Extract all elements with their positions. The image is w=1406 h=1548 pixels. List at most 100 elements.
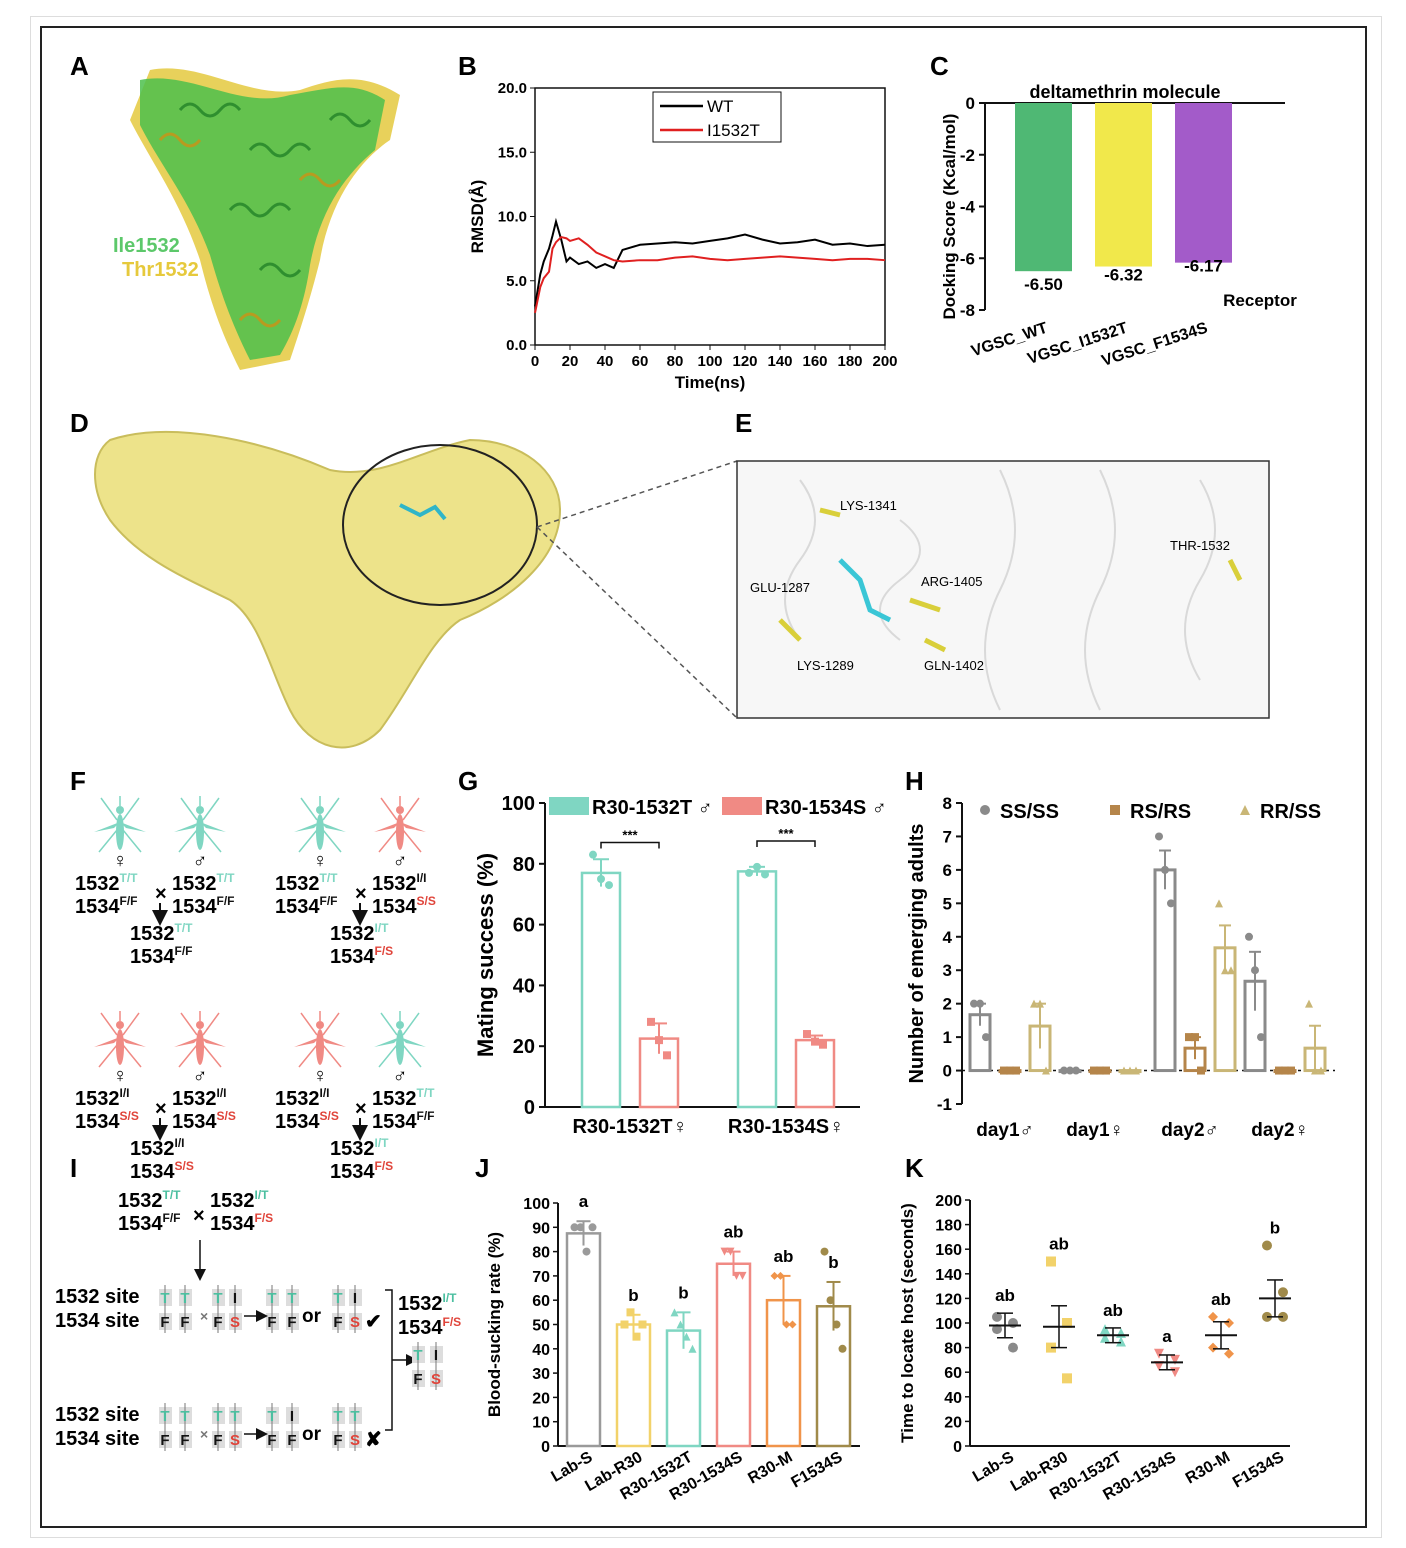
- female-symbol: ♀: [313, 850, 328, 872]
- male-symbol: ♂: [193, 1065, 208, 1087]
- panel-label-e: E: [735, 408, 752, 438]
- parent1-1534: 1534S/S: [275, 1109, 339, 1133]
- data-point: [732, 1271, 741, 1280]
- offspring-1534-locus: 1534: [130, 1161, 175, 1183]
- parent2-1534-allele: F/F: [217, 894, 235, 908]
- result-1532-allele: I/T: [443, 1291, 458, 1305]
- mosquito-wing-left: [94, 1037, 120, 1047]
- check-icon: ✔: [365, 1311, 382, 1333]
- mosquito-legs: [98, 796, 142, 853]
- allele-1534: F: [213, 1314, 222, 1331]
- data-point: [1008, 1318, 1018, 1328]
- data-point: [1185, 1033, 1193, 1042]
- parent1-1532-allele: I/I: [320, 1086, 330, 1100]
- significance-letter: ab: [724, 1223, 744, 1242]
- offspring-1532-locus: 1532: [330, 1138, 375, 1160]
- cross-symbol: ×: [193, 1205, 205, 1227]
- legend-box: [652, 91, 782, 143]
- allele-1534: S: [350, 1432, 360, 1449]
- y-tick-label: 60: [944, 1365, 962, 1382]
- data-point: [1072, 1066, 1080, 1075]
- data-point: [638, 1320, 647, 1329]
- mosquito-wing-left: [374, 1037, 400, 1047]
- parent1-1532-allele: T/T: [320, 871, 339, 885]
- allele-1532: I: [233, 1290, 237, 1307]
- data-point: [1317, 1066, 1325, 1075]
- legend-label: RS/RS: [1130, 801, 1191, 823]
- data-point: [811, 1037, 819, 1046]
- data-point: [682, 1332, 691, 1341]
- bar-value-label: -6.32: [1104, 266, 1143, 285]
- x-tick-label: 0: [531, 353, 539, 370]
- mosquito-head: [116, 1021, 124, 1029]
- offspring-1534-allele: S/S: [175, 1159, 194, 1173]
- data-point: [1215, 899, 1223, 908]
- panel-d-protein-surface: [94, 431, 738, 749]
- result-1534-locus: 1534: [398, 1317, 443, 1339]
- legend-label: R30-1534S ♂: [765, 797, 887, 819]
- data-point: [1062, 1373, 1072, 1384]
- data-point: [1132, 1066, 1140, 1075]
- residue-lys1341: LYS-1341: [840, 498, 897, 513]
- panel-label-d: D: [70, 408, 89, 438]
- parent2-1532-allele: I/I: [217, 1086, 227, 1100]
- y-tick-label: 30: [532, 1366, 550, 1383]
- parent1-1534-locus: 1534: [275, 1111, 320, 1133]
- parent1-1532-locus: 1532: [75, 873, 120, 895]
- mosquito-wing-right: [400, 822, 426, 832]
- parent2-1534-allele: S/S: [217, 1109, 236, 1123]
- residue-arg1405: ARG-1405: [921, 574, 982, 589]
- top-parent1-1534-allele: F/F: [163, 1211, 181, 1225]
- parent2-1532-locus: 1532: [372, 873, 417, 895]
- y-tick-label: -8: [960, 301, 975, 320]
- y-tick-label: -2: [960, 146, 975, 165]
- y-tick-label: 6: [943, 861, 952, 880]
- mosquito-wing-right: [200, 1037, 226, 1047]
- parent1-1532-allele: I/I: [120, 1086, 130, 1100]
- data-point: [670, 1308, 679, 1317]
- mosquito-wing-right: [200, 822, 226, 832]
- top-parent2-1532: 1532I/T: [210, 1188, 269, 1212]
- y-tick-label: 20: [532, 1390, 550, 1407]
- y-axis-label: Blood-sucking rate (%): [485, 1232, 504, 1417]
- x-tick-label: 40: [597, 353, 614, 370]
- x-tick-label: 80: [667, 353, 684, 370]
- offspring-1532: 1532T/T: [130, 921, 193, 945]
- offspring-1532: 1532I/T: [330, 1136, 389, 1160]
- x-axis-label: Receptor: [1223, 291, 1297, 310]
- legend-label: I1532T: [707, 121, 760, 140]
- cross-symbol: ×: [155, 1098, 167, 1120]
- ile1532-label: Ile1532: [113, 235, 180, 257]
- allele-1532: T: [213, 1290, 222, 1307]
- panel-label-i: I: [70, 1153, 77, 1183]
- allele-1532: T: [180, 1408, 189, 1425]
- parent2-1534-locus: 1534: [172, 896, 217, 918]
- mosquito-wing-right: [320, 822, 346, 832]
- parent2-1534-locus: 1534: [172, 1111, 217, 1133]
- bar: [794, 1038, 836, 1109]
- y-tick-label: 200: [935, 1193, 962, 1210]
- parent2-1534-locus: 1534: [372, 896, 417, 918]
- allele-1534: F: [180, 1314, 189, 1331]
- bar: [565, 1232, 602, 1448]
- data-point: [576, 1223, 585, 1232]
- male-symbol: ♂: [393, 1065, 408, 1087]
- offspring-1534-locus: 1534: [330, 946, 375, 968]
- y-tick-label: 100: [523, 1196, 550, 1213]
- legend-swatch: [549, 797, 589, 815]
- y-tick-label: 0: [953, 1439, 962, 1456]
- mosquito-wing-right: [400, 1037, 426, 1047]
- offspring-1534-allele: F/S: [375, 944, 394, 958]
- mosquito-legs: [178, 1011, 222, 1068]
- offspring-1532: 1532I/I: [130, 1136, 185, 1160]
- significance-letter: ab: [995, 1286, 1015, 1305]
- cross-mark-icon: ✘: [365, 1429, 382, 1451]
- panel-label-b: B: [458, 51, 477, 81]
- parent2-1532-locus: 1532: [172, 873, 217, 895]
- bar-vgsc_i1532t: [1095, 103, 1152, 267]
- panel-label-j: J: [475, 1153, 489, 1183]
- allele-1534: S: [230, 1314, 240, 1331]
- parent2-1532: 1532I/I: [172, 1086, 227, 1110]
- page-border: [30, 16, 1382, 1538]
- significance-bracket: [600, 841, 660, 849]
